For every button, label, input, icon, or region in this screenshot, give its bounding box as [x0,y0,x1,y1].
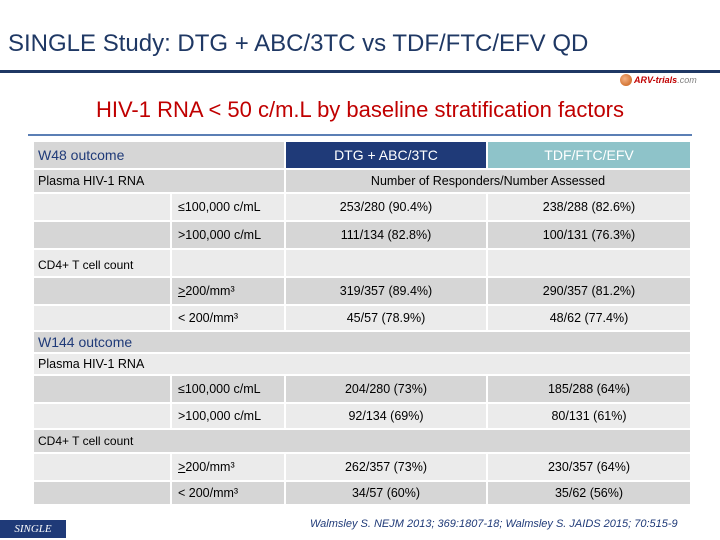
table-row-spacer [34,250,170,276]
table-row-spacer [34,306,170,330]
stratum-label: < 200/mm³ [172,482,284,504]
group-label-row: CD4+ T cell count [34,430,690,452]
table-row-spacer [34,376,170,402]
slide-title: SINGLE Study: DTG + ABC/3TC vs TDF/FTC/E… [8,30,589,57]
title-divider [0,70,720,73]
arm2-value: 35/62 (56%) [488,482,690,504]
arm2-value: 48/62 (77.4%) [488,306,690,330]
arm2-value: 185/288 (64%) [488,376,690,402]
stratum-symbol: > [178,284,186,298]
group-label: Plasma HIV-1 RNA [38,357,145,371]
arm1-value: 92/134 (69%) [286,404,486,428]
arv-trials-logo: ARV-trials.com [620,72,720,88]
table-row-spacer [34,194,170,220]
slide-subtitle: HIV-1 RNA < 50 c/m.L by baseline stratif… [95,97,625,122]
stratum-label: > 200/mm³ [172,278,284,304]
logo-mark-icon [620,74,632,86]
arm2-value: 100/131 (76.3%) [488,222,690,248]
arm1-value: 262/357 (73%) [286,454,486,480]
arm1-value: 34/57 (60%) [286,482,486,504]
arm1-value: 45/57 (78.9%) [286,306,486,330]
stratum-label: > 200/mm³ [172,454,284,480]
group-label: Plasma HIV-1 RNA [34,170,284,192]
table-row-spacer [34,404,170,428]
arm1-value: 253/280 (90.4%) [286,194,486,220]
arm1-value: 111/134 (82.8%) [286,222,486,248]
stratum-label: < 200/mm³ [172,306,284,330]
table-row-spacer [34,454,170,480]
stratum-value: 200/mm³ [185,284,235,298]
section-title: W48 outcome [38,147,125,163]
stratum-label: >100,000 c/mL [172,404,284,428]
arm2-value: 230/357 (64%) [488,454,690,480]
stratum-label: ≤100,000 c/mL [172,194,284,220]
section-header-w144: W144 outcome [34,332,690,352]
group-label: CD4+ T cell count [38,434,134,448]
column-header-arm1: DTG + ABC/3TC [286,142,486,168]
logo-text: ARV-trials.com [634,75,697,85]
responders-header: Number of Responders/Number Assessed [286,170,690,192]
subtitle-divider [28,134,692,136]
group-label-row: Plasma HIV-1 RNA [34,354,690,374]
arm1-value: 319/357 (89.4%) [286,278,486,304]
stratum-value: 200/mm³ [185,460,235,474]
column-header-arm2: TDF/FTC/EFV [488,142,690,168]
table-row-spacer [34,278,170,304]
stratum-label: ≤100,000 c/mL [172,376,284,402]
arm2-value: 238/288 (82.6%) [488,194,690,220]
arm2-value: 80/131 (61%) [488,404,690,428]
table-row-spacer [286,250,486,276]
table-row-spacer [34,222,170,248]
table-row-spacer [172,250,284,276]
logo-brand: ARV-trials [634,75,678,85]
arm2-value: 290/357 (81.2%) [488,278,690,304]
stratum-label: >100,000 c/mL [172,222,284,248]
table-row-spacer [488,250,690,276]
logo-suffix: .com [677,75,697,85]
group-label: CD4+ T cell count [38,258,134,272]
footer-reference: Walmsley S. NEJM 2013; 369:1807-18; Walm… [310,518,678,530]
section-title: W144 outcome [38,334,133,350]
table-row-spacer [34,482,170,504]
stratum-symbol: > [178,460,186,474]
study-badge: SINGLE [0,520,66,538]
arm1-value: 204/280 (73%) [286,376,486,402]
section-header-w48: W48 outcome [34,142,284,168]
